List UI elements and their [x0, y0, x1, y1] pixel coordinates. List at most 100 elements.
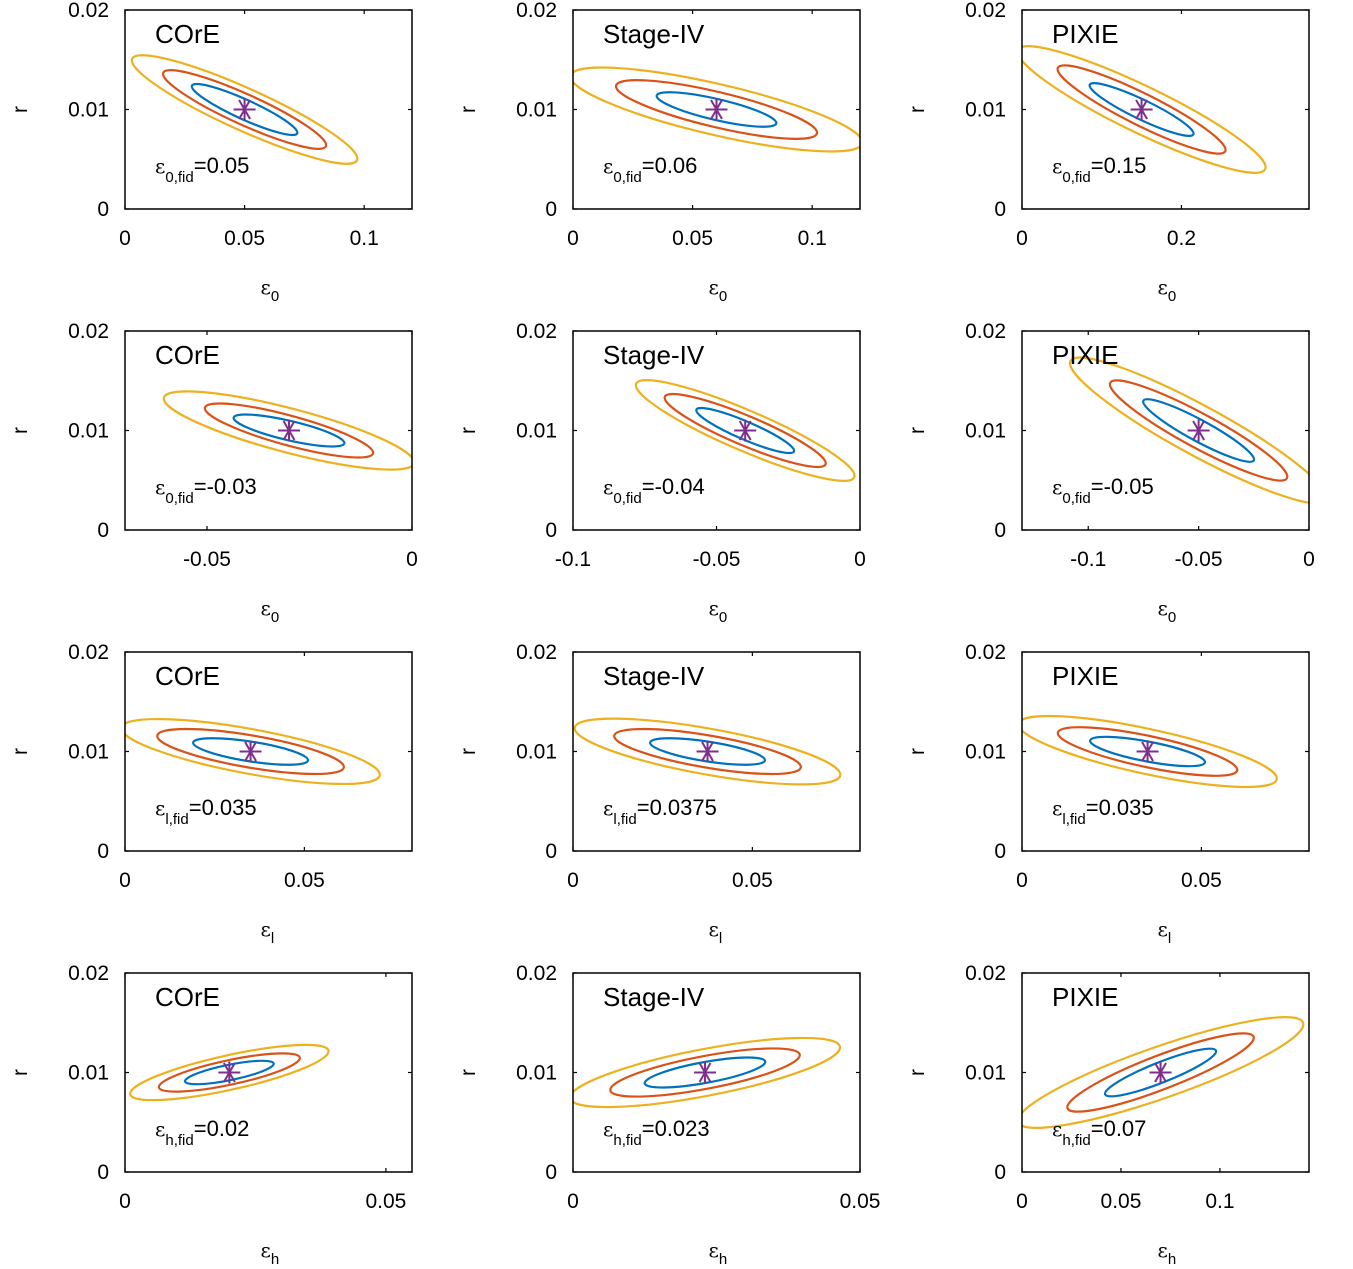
y-tick-label: 0.02 — [965, 320, 1006, 343]
fiducial-marker — [1149, 1061, 1172, 1084]
contour-inner — [643, 1056, 767, 1089]
x-tick-label: -0.05 — [1175, 548, 1223, 571]
panel-stage-iv-3: 0 0.01 0.02 0 0.05 r εh Stage-IV εh,fid=0.023 — [457, 962, 880, 1268]
panel-core-0: 0 0.01 0.02 0 0.05 0.1 r ε0 COrE ε0,fid=0.05 — [9, 0, 413, 305]
fiducial-marker — [239, 740, 262, 763]
contour-outer — [125, 717, 381, 786]
y-tick-label: 0.02 — [68, 0, 109, 22]
fiducial-annotation: ε0,fid=-0.05 — [1052, 474, 1154, 507]
y-tick-label: 0 — [994, 1161, 1006, 1184]
y-axis-label: r — [906, 106, 929, 113]
y-tick-label: 0 — [97, 198, 109, 221]
contour-inner — [695, 406, 796, 455]
x-tick-label: -0.1 — [1070, 548, 1106, 571]
y-tick-label: 0.02 — [516, 641, 557, 664]
contour-middle — [203, 402, 375, 459]
y-tick-label: 0.01 — [965, 1062, 1006, 1085]
contour-middle — [1056, 64, 1227, 155]
contour-outer — [634, 379, 856, 482]
y-axis-label: r — [9, 1069, 32, 1076]
contour-middle — [1108, 379, 1289, 482]
contour-group — [1022, 1016, 1305, 1129]
panel-title: COrE — [155, 982, 220, 1012]
x-axis-label: εh — [1158, 1238, 1177, 1268]
contour-group — [573, 66, 860, 153]
y-tick-label: 0.02 — [516, 0, 557, 22]
panel-stage-iv-2: 0 0.01 0.02 0 0.05 r εl Stage-IV εl,fid=0.0375 — [457, 641, 861, 947]
y-tick-label: 0.01 — [965, 420, 1006, 443]
panel-title: PIXIE — [1052, 19, 1118, 49]
contour-inner — [232, 413, 346, 448]
panel-core-1: 0 0.01 0.02 -0.05 0 r ε0 COrE ε0,fid=-0.03 — [9, 320, 418, 626]
x-tick-label: 0 — [1016, 869, 1028, 892]
contour-outer — [1022, 1016, 1305, 1129]
contour-group — [125, 717, 381, 786]
panel-pixie-2: 0 0.01 0.02 0 0.05 r εl PIXIE εl,fid=0.035 — [906, 641, 1310, 947]
x-axis-label: εh — [709, 1238, 728, 1268]
panel-stage-iv-1: 0 0.01 0.02 -0.1 -0.05 0 r ε0 Stage-IV ε0,fid=-0.… — [457, 320, 866, 626]
y-tick-label: 0.01 — [516, 420, 557, 443]
x-tick-label: 0.05 — [284, 869, 325, 892]
y-tick-label: 0.01 — [68, 99, 109, 122]
contour-group — [573, 1036, 842, 1109]
panel-pixie-0: 0 0.01 0.02 0 0.2 r ε0 PIXIE ε0,fid=0.15 — [906, 0, 1310, 305]
panel-title: Stage-IV — [603, 982, 705, 1012]
fiducial-marker — [278, 419, 300, 442]
x-axis-label: εl — [709, 917, 723, 947]
y-tick-label: 0.01 — [68, 741, 109, 764]
x-tick-label: -0.1 — [555, 548, 591, 571]
contour-inner — [1089, 735, 1207, 768]
y-tick-label: 0.02 — [516, 962, 557, 985]
x-tick-label: 0 — [567, 227, 579, 250]
fiducial-annotation: ε0,fid=-0.03 — [155, 474, 257, 507]
contour-middle — [613, 727, 802, 776]
panel-title: COrE — [155, 340, 220, 370]
x-axis-label: εl — [261, 917, 275, 947]
y-axis-label: r — [9, 748, 32, 755]
y-axis-label: r — [457, 427, 480, 434]
y-tick-label: 0.02 — [965, 641, 1006, 664]
y-tick-label: 0.01 — [516, 99, 557, 122]
fiducial-annotation: εl,fid=0.035 — [155, 795, 257, 828]
y-tick-label: 0.01 — [68, 420, 109, 443]
contour-outer — [573, 717, 842, 786]
fiducial-annotation: εl,fid=0.035 — [1052, 795, 1154, 828]
contour-middle — [1056, 726, 1239, 777]
fiducial-annotation: εh,fid=0.023 — [603, 1116, 710, 1149]
x-axis-label: εh — [261, 1238, 280, 1268]
x-tick-label: 0 — [406, 548, 418, 571]
contour-middle — [156, 727, 345, 776]
contour-outer — [573, 1036, 842, 1109]
x-tick-label: 0.2 — [1167, 227, 1196, 250]
fiducial-marker — [1187, 419, 1210, 442]
x-tick-label: 0.05 — [840, 1190, 881, 1213]
fiducial-marker — [1136, 740, 1159, 763]
fiducial-marker — [696, 740, 719, 763]
x-axis-label: ε0 — [261, 275, 280, 305]
x-axis-label: ε0 — [1158, 275, 1177, 305]
y-tick-label: 0 — [97, 840, 109, 863]
contour-group — [573, 717, 842, 786]
y-tick-label: 0 — [994, 519, 1006, 542]
contour-inner — [649, 737, 767, 766]
contour-outer — [1068, 356, 1309, 505]
y-tick-label: 0.02 — [965, 0, 1006, 22]
panel-title: COrE — [155, 19, 220, 49]
panel-title: Stage-IV — [603, 340, 705, 370]
y-tick-label: 0.02 — [68, 320, 109, 343]
contour-middle — [161, 69, 328, 150]
fiducial-annotation: εl,fid=0.0375 — [603, 795, 717, 828]
x-tick-label: 0 — [1303, 548, 1315, 571]
x-tick-label: 0 — [119, 869, 131, 892]
y-tick-label: 0.01 — [965, 99, 1006, 122]
y-tick-label: 0 — [545, 840, 557, 863]
panel-title: PIXIE — [1052, 982, 1118, 1012]
panel-pixie-1: 0 0.01 0.02 -0.1 -0.05 0 r ε0 PIXIE ε0,fid=-0.05 — [906, 320, 1315, 626]
x-axis-label: ε0 — [709, 596, 728, 626]
contour-outer — [129, 1043, 330, 1102]
contour-group — [129, 1043, 330, 1102]
panel-core-2: 0 0.01 0.02 0 0.05 r εl COrE εl,fid=0.035 — [9, 641, 413, 947]
x-tick-label: 0 — [854, 548, 866, 571]
fiducial-annotation: εh,fid=0.07 — [1052, 1116, 1146, 1149]
x-tick-label: 0 — [567, 1190, 579, 1213]
